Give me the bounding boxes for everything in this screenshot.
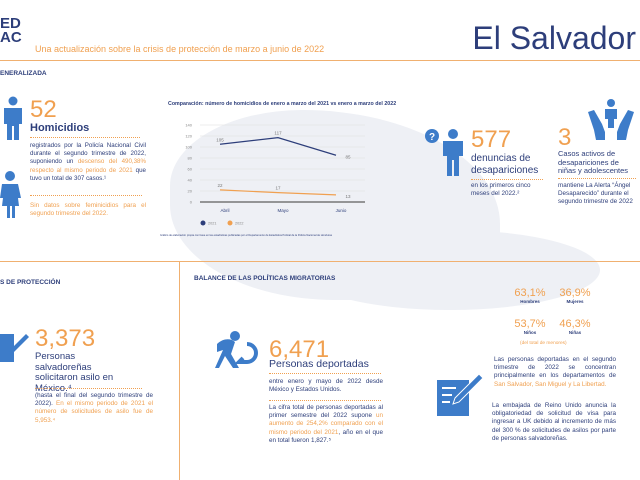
stat-women: 36,9% Mujeres (555, 287, 595, 304)
data-label: 117 (274, 131, 282, 136)
y-tick-label: 120 (185, 134, 192, 139)
logo-bottom: AC (0, 29, 22, 46)
stat-value: 63,1% (514, 287, 546, 299)
deported-increase-text: La cifra total de personas deportadas al… (269, 404, 383, 445)
children-label: Casos activos de desapariciones de niñas… (558, 149, 629, 175)
y-tick-label: 40 (188, 178, 193, 183)
writing-form-icon (0, 328, 30, 369)
disappearances-number: 577 (471, 126, 512, 153)
logo-top: ED (0, 15, 21, 32)
disappearances-label: denuncias de desapariciones (471, 153, 539, 176)
homicides-text: registrados por la Policía Nacional Civi… (30, 142, 146, 183)
data-label: 17 (275, 186, 281, 191)
divider (30, 137, 140, 138)
disappearances-text: en los primeros cinco meses del 2022.² (471, 182, 531, 198)
departments-text: Las personas deportadas en el segundo tr… (494, 356, 616, 389)
text: Las personas deportadas en el segundo tr… (494, 356, 616, 380)
homicides-chart: Comparación: número de homicidios de ene… (160, 101, 396, 237)
divider (269, 400, 381, 401)
stat-label: Niños (523, 330, 537, 335)
divider (558, 178, 636, 179)
section-title: BALANCE DE LAS POLÍTICAS MIGRATORIAS (194, 275, 336, 282)
text: que tuvo un total de 307 casos.¹ (30, 166, 146, 182)
asylum-number: 3,373 (35, 325, 96, 352)
stat-girls: 46,3% Niñas (555, 318, 595, 335)
person-icon (2, 96, 22, 140)
svg-text:?: ? (429, 132, 435, 143)
section-title: ENERALIZADA (0, 70, 47, 77)
deported-text: entre enero y mayo de 2022 desde México … (269, 378, 383, 394)
y-tick-label: 140 (185, 123, 192, 128)
y-tick-label: 60 (188, 167, 193, 172)
y-tick-label: 100 (185, 145, 192, 150)
data-label: 105 (216, 137, 224, 142)
stat-label: Mujeres (566, 299, 584, 304)
homicides-number: 52 (30, 96, 57, 123)
stat-value: 46,3% (559, 318, 591, 330)
data-label: 13 (345, 194, 351, 199)
stat-value: 36,9% (559, 287, 591, 299)
woman-icon (0, 170, 22, 223)
children-number: 3 (558, 124, 572, 151)
x-tick-label: Abril (220, 208, 229, 213)
legend-marker (200, 220, 206, 226)
y-tick-label: 20 (188, 189, 193, 194)
chart-title: Comparación: número de homicidios de ene… (168, 101, 396, 107)
page-title: El Salvador (472, 20, 636, 56)
series-line-2022 (219, 189, 337, 196)
text-highlight: un aumento de 254,2% comparado con el mi… (269, 412, 383, 436)
divider (269, 373, 381, 374)
chart-source: Gráfico de elaboración propia con base e… (160, 233, 333, 237)
section-divider (0, 261, 640, 262)
deported-label: Personas deportadas (269, 358, 369, 370)
stat-men: 63,1% Hombres (510, 287, 550, 304)
text-highlight: descenso del 490,38% respecto al mismo p… (30, 158, 146, 174)
column-divider (179, 261, 180, 480)
data-label: 85 (345, 154, 351, 159)
text: (hasta el final del segundo trimestre de… (35, 392, 153, 408)
text: registrados por la Policía Nacional Civi… (30, 142, 146, 166)
divider (35, 388, 142, 389)
femicides-text: Sin datos sobre feminicidios para el seg… (30, 202, 146, 218)
stat-label: Hombres (520, 299, 540, 304)
legend-label: 2022 (235, 222, 243, 226)
legend-label: 2021 (208, 222, 216, 226)
stat-value: 53,7% (514, 318, 546, 330)
stat-label: Niñas (568, 330, 582, 335)
header-divider (0, 60, 640, 61)
stats-note: (del total de menores) (520, 341, 567, 346)
text-highlight: En el mismo periodo de 2021 el número de… (35, 400, 153, 424)
homicides-label: Homicidios (30, 122, 90, 134)
question-person-icon: ? (425, 128, 467, 181)
text-highlight: San Salvador, San Miguel y La Libertad. (494, 380, 607, 388)
x-tick-label: Junio (336, 208, 347, 213)
map-background (300, 230, 600, 310)
hands-child-icon (586, 98, 636, 147)
deportation-icon (215, 330, 265, 375)
data-label: 22 (217, 183, 223, 188)
divider (471, 179, 543, 180)
y-tick-label: 80 (188, 156, 193, 161)
deported-number: 6,471 (269, 336, 330, 363)
asylum-text: (hasta el final del segundo trimestre de… (35, 392, 153, 425)
text: La cifra total de personas deportadas al… (269, 404, 383, 420)
logo: ED AC (0, 15, 22, 46)
subtitle: Una actualización sobre la crisis de pro… (35, 44, 325, 54)
text: , año en el que en total fueron 1,827.⁵ (269, 428, 383, 444)
y-tick-label: 0 (190, 200, 193, 205)
uk-visa-text: La embajada de Reino Unido anuncia la ob… (492, 402, 616, 442)
stat-boys: 53,7% Niños (510, 318, 550, 335)
legend-marker (227, 220, 233, 226)
document-pen-icon (437, 370, 487, 425)
children-text: mantiene La Alerta “Ángel Desaparecido” … (558, 182, 633, 206)
x-tick-label: Mayo (277, 208, 289, 213)
divider (30, 195, 142, 196)
section-title: S DE PROTECCIÓN (0, 279, 61, 286)
series-line-2021 (219, 137, 337, 156)
